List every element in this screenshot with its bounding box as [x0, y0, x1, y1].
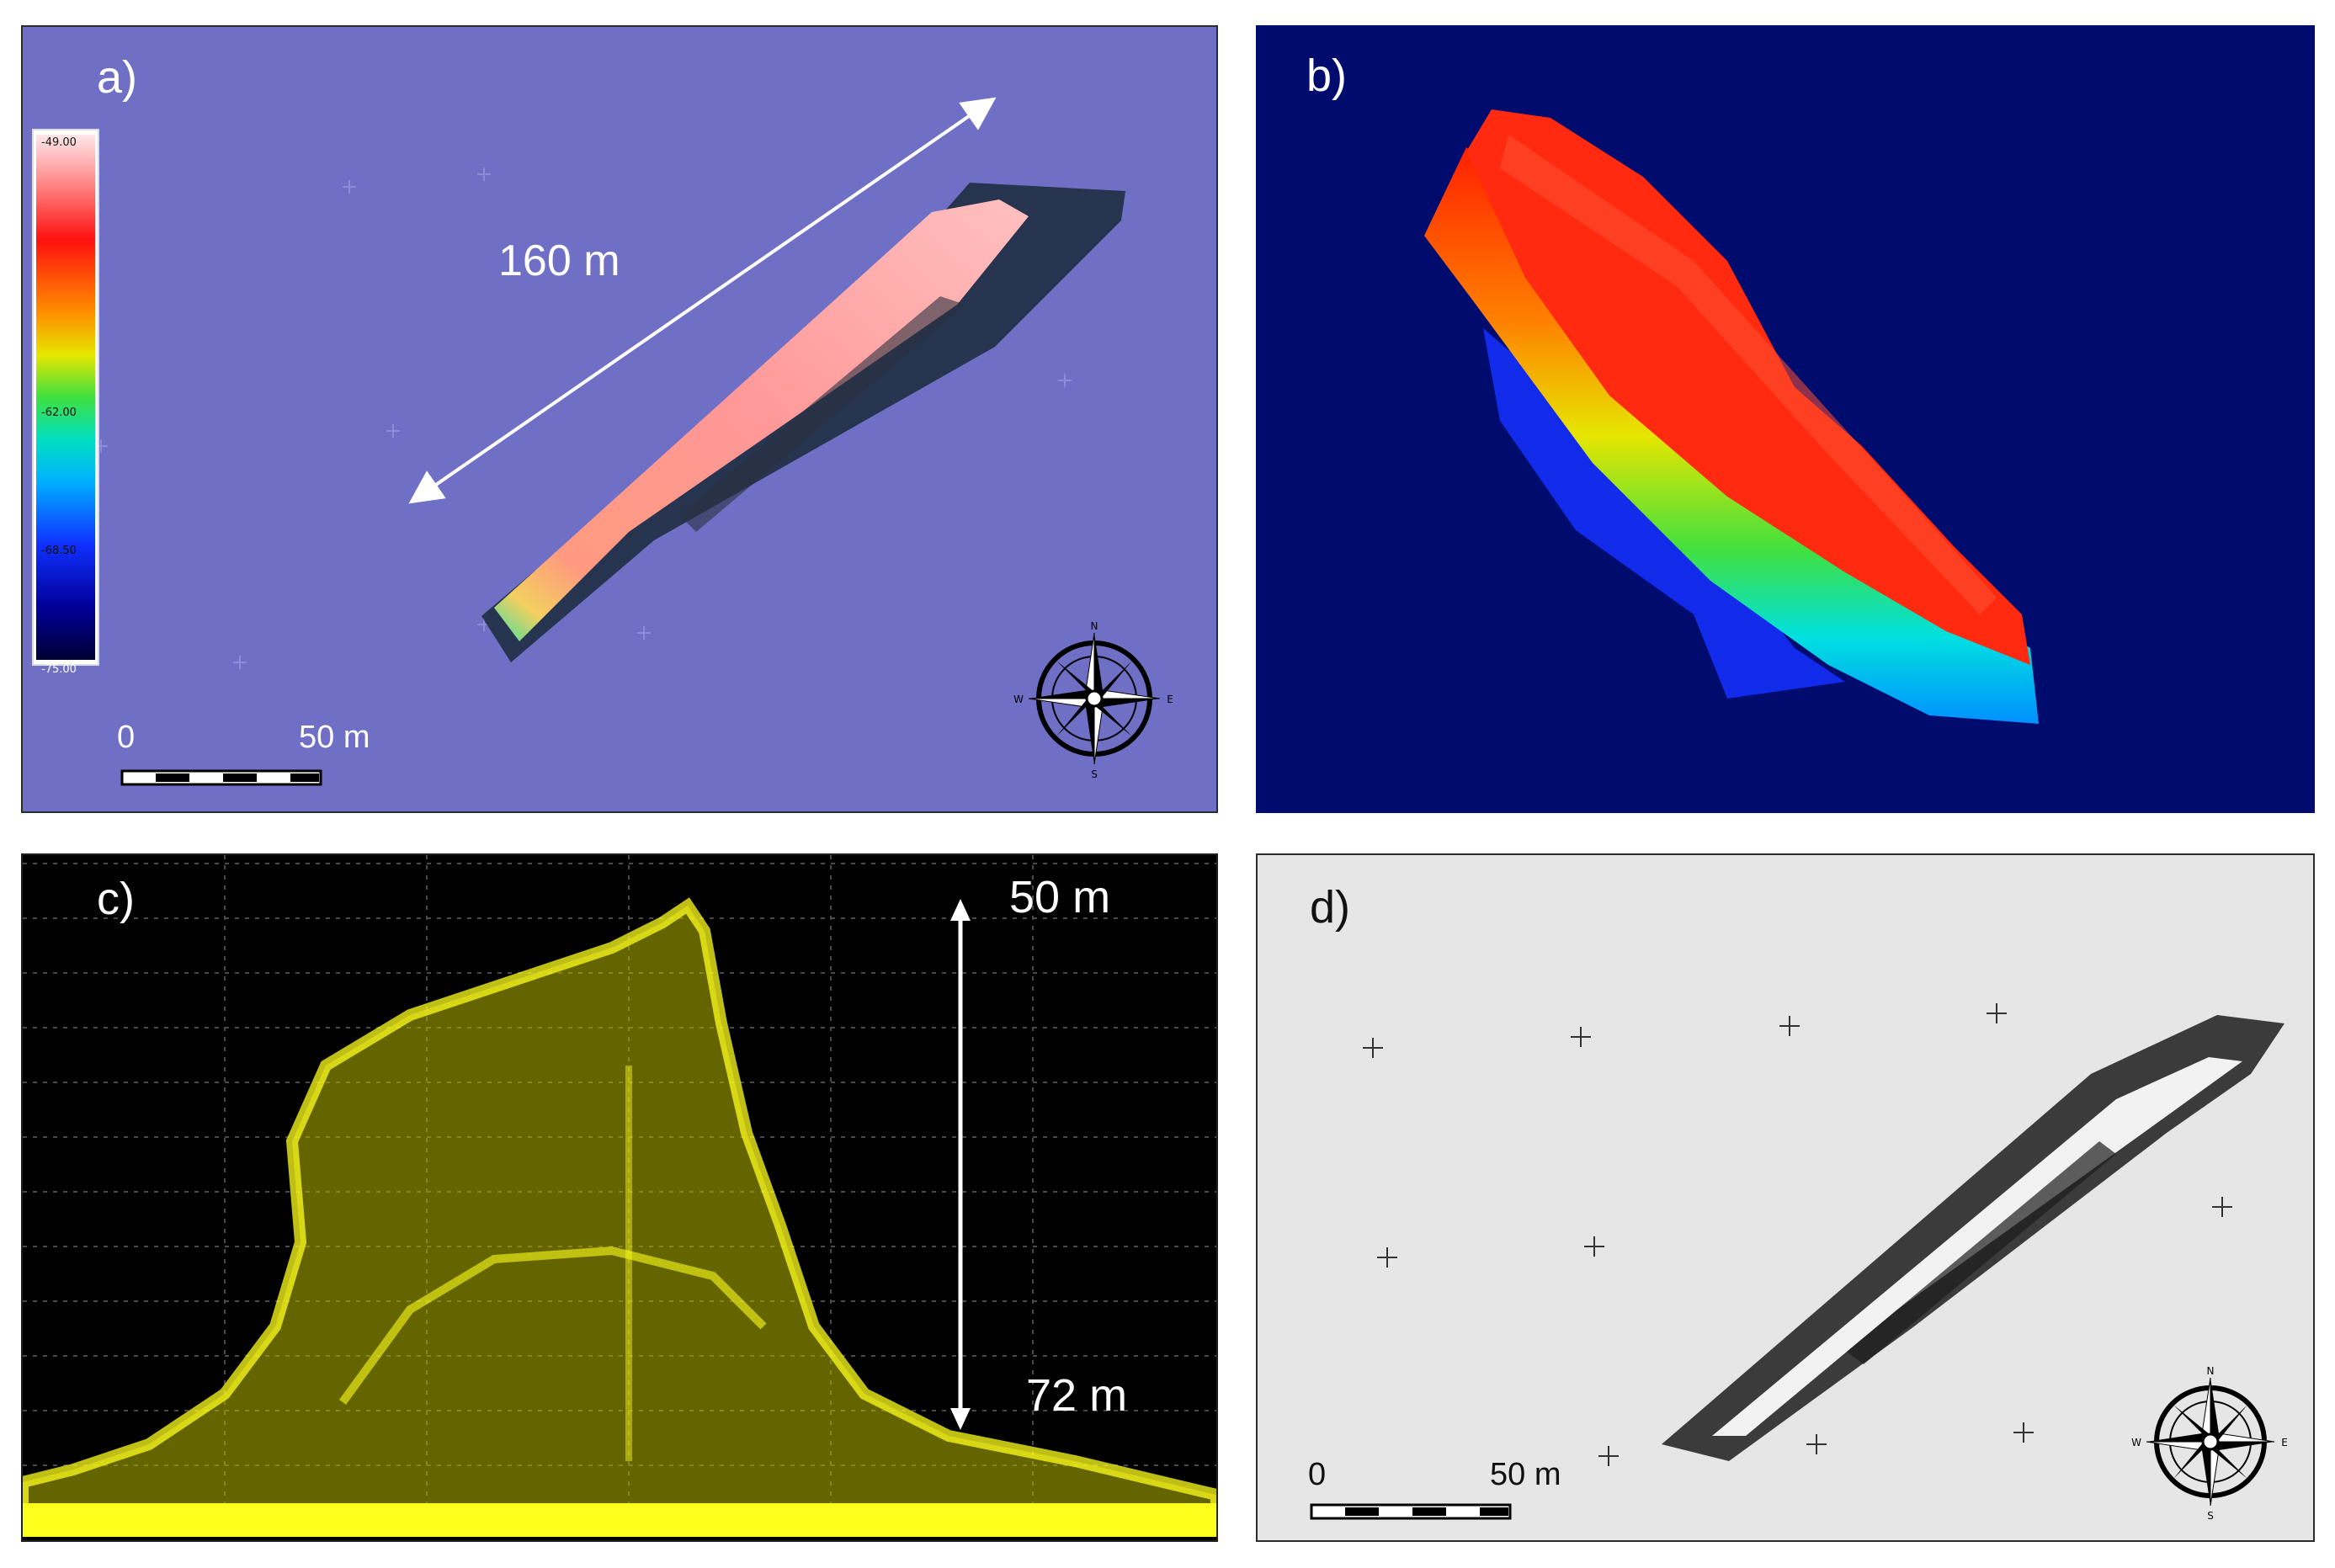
panel-d-background — [1258, 855, 2313, 1540]
length-arrow — [408, 97, 997, 504]
colorbar-tick-bottom: -75.00 — [41, 663, 77, 676]
panel-a-canvas: 160 m a) -49.00 -62.00 -68.50 -75.00 0 5… — [23, 27, 1216, 811]
wreck-deck-highlight — [1500, 135, 1997, 614]
point-cloud-inner-structure — [338, 1246, 767, 1405]
length-annotation: 160 m — [498, 237, 620, 285]
panel-a-bathymetry-map: 160 m a) -49.00 -62.00 -68.50 -75.00 0 5… — [21, 25, 1218, 813]
scale-bar-end-label: 50 m — [1490, 1457, 1561, 1492]
wreck-interior-detail — [1847, 1141, 2116, 1364]
colorbar-tick-mid: -62.00 — [41, 407, 77, 419]
depth-arrow-head-bottom — [950, 1408, 971, 1430]
panel-d-canvas: d) 0 50 m N S — [1258, 855, 2313, 1540]
compass-s-label: S — [1091, 768, 1098, 780]
colorbar-tick-low: -68.50 — [41, 545, 77, 557]
grid-crosses — [1363, 1003, 2232, 1466]
scale-bar-end-label: 50 m — [299, 720, 370, 755]
depth-arrow-head-top — [950, 899, 971, 921]
scale-bar-start-label: 0 — [117, 720, 135, 755]
compass-e-label: E — [1167, 694, 1173, 705]
compass-w-label: W — [2131, 1437, 2141, 1448]
panel-d-label: d) — [1310, 882, 1350, 933]
panel-c-canvas: 50 m 72 m c) — [23, 855, 1216, 1540]
panel-a-label: a) — [97, 52, 137, 103]
panel-b-label: b) — [1306, 50, 1347, 101]
colorbar — [36, 135, 95, 660]
compass-n-label: N — [1091, 620, 1098, 632]
compass-e-label: E — [2281, 1437, 2288, 1448]
depth-top-label: 50 m — [1009, 872, 1110, 922]
panel-b-canvas: b) — [1256, 25, 2315, 813]
compass-w-label: W — [1013, 694, 1024, 705]
colorbar-tick-top: -49.00 — [41, 136, 77, 149]
point-cloud-body — [23, 906, 1216, 1528]
compass-rose-icon: N S E W — [2131, 1365, 2288, 1522]
depth-bottom-label: 72 m — [1026, 1370, 1127, 1421]
panel-c-point-cloud-profile: 50 m 72 m c) — [21, 853, 1218, 1542]
scale-bar — [1310, 1503, 1512, 1520]
scale-bar-start-label: 0 — [1308, 1457, 1326, 1492]
panel-d-backscatter-map: d) 0 50 m N S — [1256, 853, 2315, 1542]
point-cloud-outline — [23, 897, 1216, 1534]
compass-rose-icon: N S E W — [1013, 620, 1173, 780]
panel-b-3d-render: b) — [1256, 25, 2315, 813]
panel-c-label: c) — [97, 874, 135, 924]
wreck-top-deck — [1466, 109, 2030, 665]
seabed-band — [23, 1503, 1216, 1537]
compass-n-label: N — [2207, 1365, 2215, 1377]
scale-bar — [120, 769, 322, 786]
compass-s-label: S — [2207, 1510, 2214, 1522]
